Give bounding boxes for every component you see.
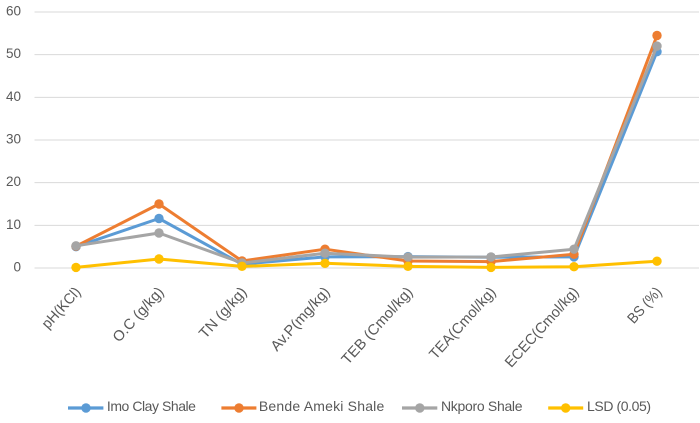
svg-text:LSD (0.05): LSD (0.05) — [587, 398, 651, 414]
svg-text:60: 60 — [6, 4, 21, 19]
svg-text:10: 10 — [6, 217, 21, 232]
svg-text:0: 0 — [13, 260, 21, 275]
svg-text:Nkporo Shale: Nkporo Shale — [441, 398, 523, 414]
svg-text:40: 40 — [6, 89, 21, 104]
svg-text:20: 20 — [6, 174, 21, 189]
svg-text:Imo Clay Shale: Imo Clay Shale — [107, 398, 196, 414]
svg-text:50: 50 — [6, 46, 21, 61]
svg-text:30: 30 — [6, 132, 21, 147]
svg-text:Bende Ameki Shale: Bende Ameki Shale — [259, 398, 385, 414]
